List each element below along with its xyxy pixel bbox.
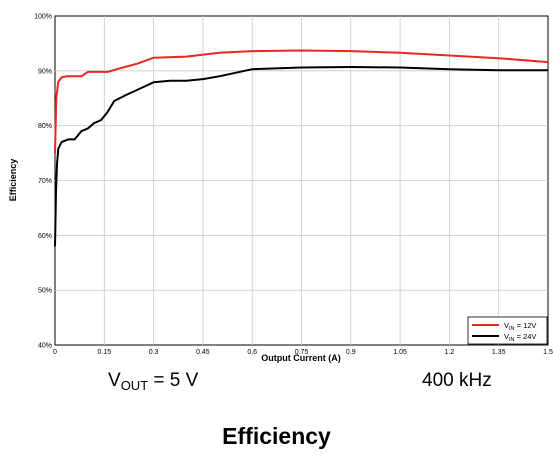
y-tick-label: 60% (38, 233, 52, 240)
x-tick-label: 1.35 (492, 349, 506, 356)
y-tick-labels: 40% 50% 60% 70% 80% 90% 100% (34, 14, 52, 350)
x-tick-label: 0.75 (295, 349, 309, 356)
x-tick-label: 1.2 (445, 349, 455, 356)
legend: VIN = 12V VIN = 24V (467, 316, 548, 345)
x-tick-label: 0.45 (196, 349, 210, 356)
x-tick-label: 0 (53, 349, 57, 356)
output-voltage-condition: VOUT = 5 V (108, 370, 199, 393)
legend-box (467, 316, 548, 345)
switching-frequency-condition: 400 kHz (422, 370, 492, 391)
efficiency-chart: 0 0.15 0.3 0.45 0.6 0.75 0.9 1.05 1.2 1.35 1.5 40%… (8, 14, 553, 364)
x-tick-label: 1.5 (543, 349, 553, 356)
x-tick-label: 0.9 (346, 349, 356, 356)
y-axis-label: Efficiency (8, 159, 18, 202)
y-tick-label: 90% (38, 68, 52, 75)
y-tick-label: 50% (38, 288, 52, 295)
y-tick-label: 100% (34, 14, 52, 21)
y-tick-label: 80% (38, 123, 52, 130)
x-tick-label: 0.6 (247, 349, 257, 356)
series-lines (54, 49, 549, 247)
series-line-vin-12v (54, 49, 549, 154)
figure-title: Efficiency (222, 423, 331, 449)
x-axis-label: Output Current (A) (261, 353, 340, 363)
y-tick-label: 70% (38, 178, 52, 185)
x-tick-label: 1.05 (393, 349, 407, 356)
y-tick-label: 40% (38, 343, 52, 350)
legend-label-vin-12v: VIN = 12V (504, 321, 536, 332)
legend-label-vin-24v: VIN = 24V (504, 332, 536, 343)
x-tick-label: 0.15 (97, 349, 111, 356)
x-tick-labels: 0 0.15 0.3 0.45 0.6 0.75 0.9 1.05 1.2 1.35 1.5 (53, 349, 553, 356)
x-tick-label: 0.3 (149, 349, 159, 356)
series-line-vin-24v (54, 66, 548, 247)
